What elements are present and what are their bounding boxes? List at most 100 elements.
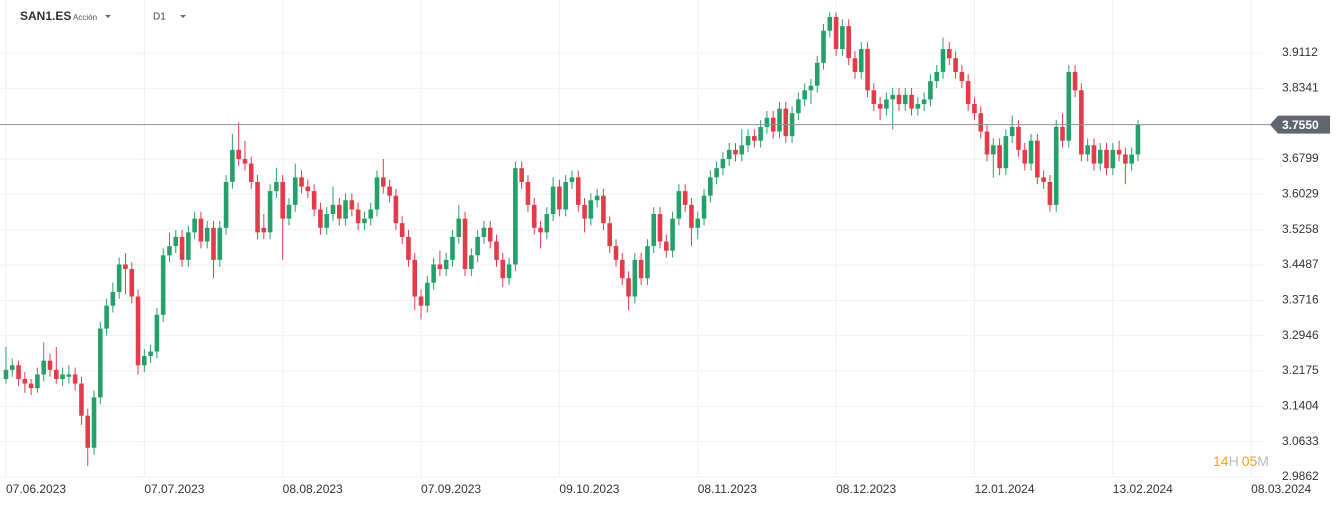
candle-body [299, 177, 304, 187]
x-tick-label: 08.11.2023 [698, 482, 757, 496]
timeframe[interactable]: D1 [153, 12, 166, 23]
candle-body [670, 218, 675, 251]
candle-body [292, 177, 298, 205]
candle-body [1041, 177, 1046, 182]
y-tick-label: 3.0633 [1282, 434, 1319, 448]
candle-body [947, 49, 952, 59]
candle-body [796, 99, 801, 114]
candle-body [972, 104, 977, 114]
candle-body [343, 200, 348, 219]
candle-body [991, 145, 996, 155]
candle-body [211, 227, 216, 260]
candle-body [978, 113, 984, 132]
candle-body [104, 305, 109, 329]
candle-body [110, 291, 116, 306]
candle-body [462, 218, 468, 270]
candle-body [877, 104, 883, 109]
candle-body [148, 351, 153, 357]
candle-body [997, 145, 1002, 169]
candle-body [3, 369, 9, 380]
candle-body [550, 186, 556, 215]
x-tick-label: 08.08.2023 [283, 482, 343, 496]
candle-body [739, 145, 745, 155]
candle-body [645, 246, 650, 279]
candle-body [418, 296, 424, 306]
candle-body [1079, 90, 1084, 155]
candle-body [1003, 136, 1009, 169]
dropdown-arrow[interactable] [180, 15, 186, 18]
candle-body [1016, 126, 1021, 150]
candle-body [412, 259, 418, 297]
candle-body [494, 241, 499, 260]
candle-body [355, 209, 361, 224]
candle-body [406, 236, 411, 260]
candle-body [242, 159, 248, 164]
candle-body [531, 204, 537, 228]
candle-body [274, 181, 279, 192]
dropdown-arrow[interactable] [105, 15, 111, 18]
candle-body [858, 49, 864, 72]
candle-body [594, 195, 600, 201]
candle-body [167, 246, 172, 256]
candle-body [60, 374, 65, 380]
candle-body [198, 218, 204, 242]
candle-body [745, 136, 751, 146]
candle-body [154, 314, 160, 352]
candle-body [519, 168, 524, 182]
candle-body [135, 296, 141, 366]
candle-body [16, 365, 21, 380]
candle-body [230, 149, 235, 182]
price-label: 3.7550 [1282, 118, 1319, 132]
candle-body [619, 259, 625, 279]
candle-body [85, 415, 91, 448]
candle-body [909, 94, 914, 109]
candle-body [305, 186, 311, 192]
candle-body [475, 236, 480, 256]
candles [3, 12, 1141, 467]
candle-body [1060, 126, 1065, 141]
candle-body [381, 177, 386, 187]
candle-body [330, 204, 336, 215]
x-tick-label: 12.01.2024 [974, 482, 1034, 496]
candle-body [336, 204, 342, 219]
candle-body [575, 177, 581, 205]
candle-body [160, 255, 166, 315]
candle-body [557, 186, 562, 210]
candle-body [236, 149, 241, 160]
candle-body [9, 365, 15, 370]
y-tick-label: 3.2946 [1282, 328, 1319, 342]
timer-unit: M [1257, 453, 1269, 469]
candle-body [66, 374, 72, 377]
candle-body [142, 356, 147, 366]
candle-body [752, 136, 757, 141]
timer: 14H 05M [1213, 453, 1269, 469]
candle-body [217, 227, 223, 260]
y-tick-label: 3.9112 [1282, 45, 1318, 59]
candle-body [1123, 154, 1128, 164]
candle-body [821, 30, 826, 63]
candle-body [223, 181, 229, 228]
candle-body [349, 200, 355, 210]
candle-body [783, 108, 789, 137]
candle-body [487, 227, 493, 242]
timer-minutes: 05 [1242, 453, 1258, 469]
candle-body [179, 236, 185, 260]
y-tick-label: 3.6029 [1282, 187, 1319, 201]
x-tick-label: 13.02.2024 [1113, 482, 1173, 496]
candle-body [959, 71, 965, 82]
candle-body [1035, 140, 1040, 178]
candle-body [1104, 149, 1109, 169]
candle-body [28, 383, 34, 389]
candle-body [47, 360, 53, 370]
candle-body [682, 191, 688, 205]
candle-body [393, 195, 399, 224]
candle-body [871, 90, 877, 105]
candle-body [311, 191, 317, 210]
candle-body [582, 204, 587, 219]
candle-body [116, 264, 122, 292]
overlay: 3.7550 [0, 115, 1330, 134]
candle-body [1047, 181, 1053, 205]
candle-body [676, 191, 682, 219]
